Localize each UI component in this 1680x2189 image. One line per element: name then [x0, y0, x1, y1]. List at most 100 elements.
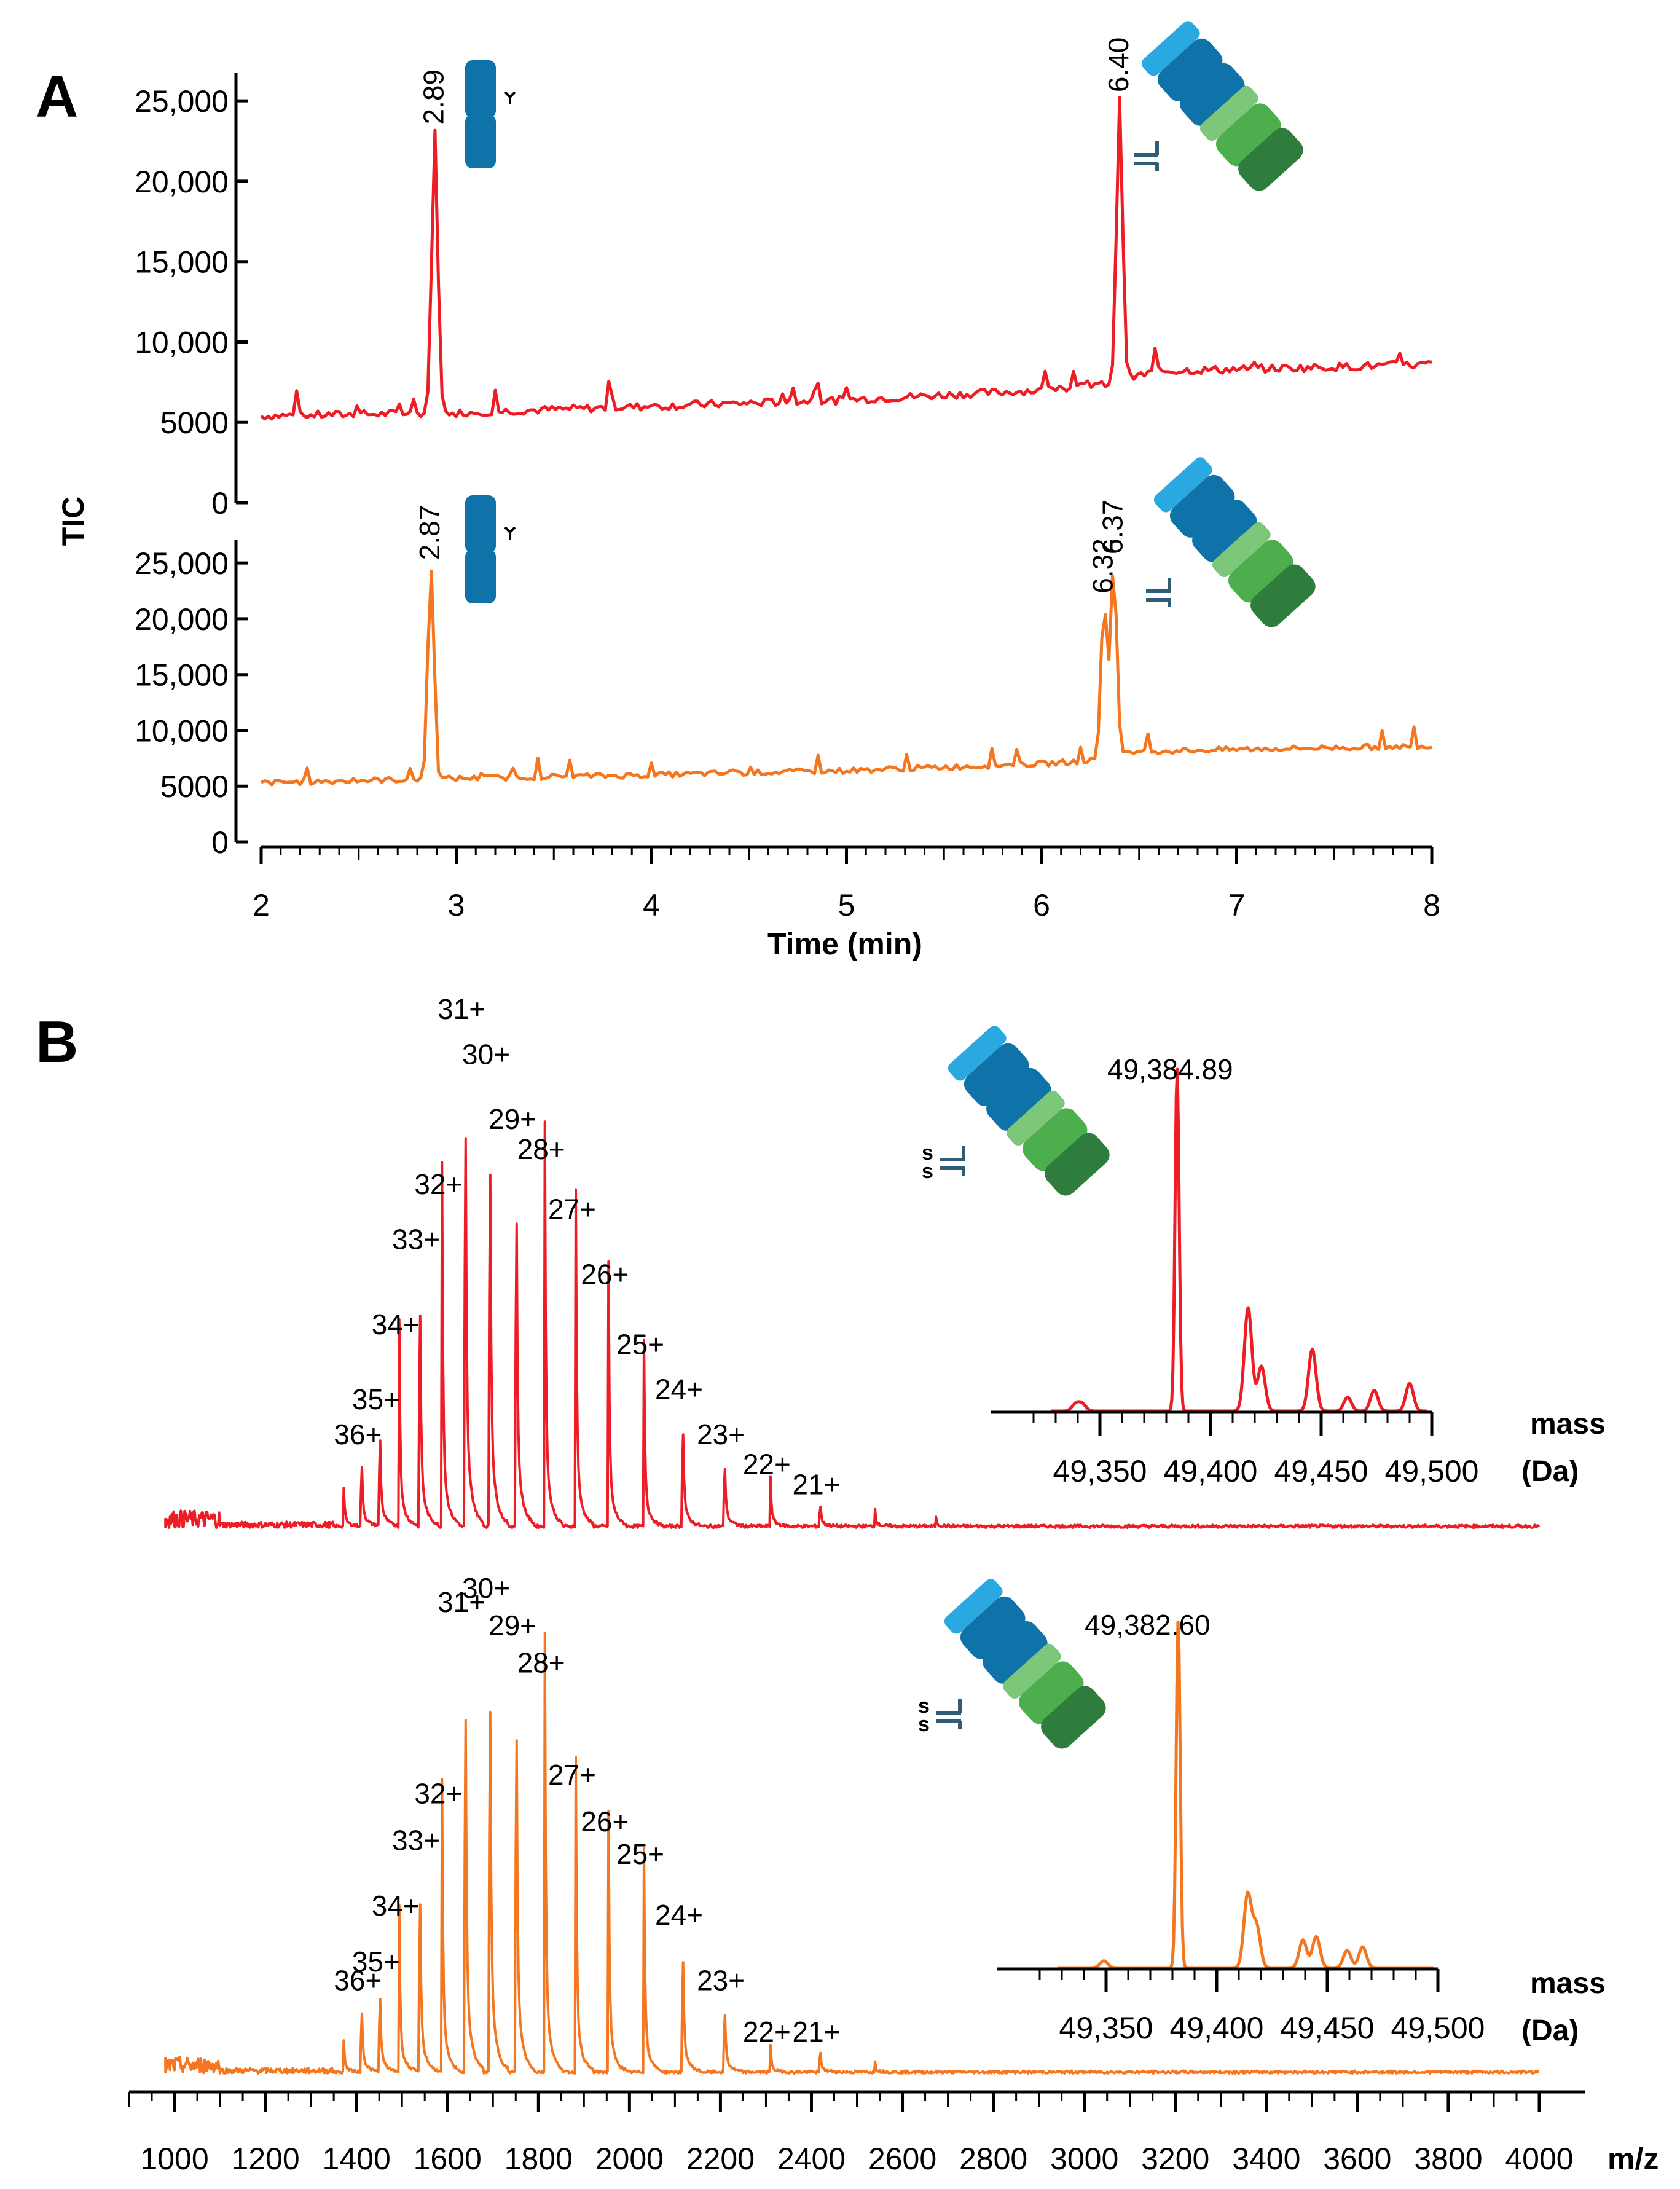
charge-state-label: 27+	[548, 1759, 596, 1791]
ms-red-plot: 36+35+ 34+ 33+ 32+ 31+ 30+ 29+28+ 27+ 26+ 25+ 24+ 2…	[164, 993, 1541, 1529]
mz-tick-label: 1800	[504, 2142, 573, 2176]
y-tick-label: 25,000	[135, 546, 229, 581]
fab-icon	[1134, 21, 1303, 191]
y-tick-label: 20,000	[135, 165, 229, 199]
panel-a: A TIC 0 5000 10,000 15,000 20,000 25,000 2.89…	[36, 21, 1440, 961]
charge-state-label: 29+	[489, 1609, 536, 1641]
svg-text:s: s	[918, 1694, 930, 1718]
inset-tick-label: 49,450	[1274, 1454, 1368, 1488]
deconv-red-inset: 49,350 49,400 49,450 49,500 49,384.89 mass …	[922, 1026, 1606, 1488]
rt-peak-label: 6.32	[1087, 538, 1119, 594]
charge-state-label: 34+	[372, 1890, 420, 1922]
time-tick-label: 3	[448, 888, 465, 922]
mz-tick-label: 1400	[323, 2142, 391, 2176]
charge-state-label: 21+	[793, 2016, 841, 2048]
charge-state-label: 33+	[392, 1223, 440, 1255]
inset-tick-label: 49,350	[1053, 1454, 1147, 1488]
deconv-red-mass-label: 49,384.89	[1107, 1053, 1233, 1085]
deconv-orange-mass-label: 49,382.60	[1085, 1609, 1211, 1641]
mz-tick-label: 1200	[231, 2142, 299, 2176]
mz-axis: 1000 1200 1400 1600 1800 2000 2200 2400 2600 2800…	[128, 2090, 1658, 2176]
inset-unit: (Da)	[1521, 1455, 1579, 1488]
y-tick-label: 0	[211, 825, 229, 860]
charge-state-label: 22+	[743, 2016, 791, 2048]
charge-state-label: 28+	[517, 1647, 565, 1679]
charge-state-label: 35+	[352, 1383, 400, 1415]
mz-tick-label: 2400	[777, 2142, 846, 2176]
charge-state-label: 31+	[438, 993, 485, 1025]
mz-tick-label: 2800	[959, 2142, 1027, 2176]
mz-tick-label: 3400	[1232, 2142, 1300, 2176]
time-tick-label: 6	[1033, 888, 1050, 922]
charge-state-label: 24+	[655, 1899, 703, 1931]
y-tick-label: 25,000	[135, 84, 229, 119]
y-axis-label: TIC	[56, 497, 90, 546]
tic-orange-trace	[260, 569, 1432, 787]
panel-b: B 36+35+34+33+32+31+30+29+28+27+26+25+24…	[36, 993, 1658, 2176]
panel-b-label: B	[36, 1009, 78, 1075]
time-axis: 2 3 4 5 6 7 8 Time (min)	[253, 845, 1440, 961]
rt-peak-label: 6.40	[1102, 37, 1134, 93]
inset-xlabel: mass	[1530, 1967, 1606, 2000]
rt-peak-label: 2.87	[414, 505, 446, 560]
time-tick-label: 2	[253, 888, 270, 922]
charge-state-label: 27+	[548, 1193, 596, 1225]
svg-text:s: s	[922, 1160, 933, 1183]
ms-red-trace	[164, 1120, 1541, 1529]
charge-state-label: 32+	[414, 1777, 462, 1809]
charge-state-label: 24+	[655, 1374, 703, 1405]
mz-tick-label: 3200	[1141, 2142, 1209, 2176]
time-tick-label: 8	[1423, 888, 1440, 922]
charge-state-label: 29+	[489, 1103, 536, 1135]
y-tick-label: 20,000	[135, 602, 229, 637]
charge-state-label: 23+	[697, 1418, 745, 1450]
tic-red-trace	[260, 96, 1432, 421]
charge-state-label: 26+	[581, 1258, 629, 1290]
y-tick-label: 15,000	[135, 658, 229, 693]
y-tick-label: 10,000	[135, 325, 229, 360]
charge-state-label: 25+	[616, 1838, 664, 1870]
charge-state-label: 31+	[438, 1586, 485, 1618]
deconv-red-trace	[1051, 1067, 1428, 1413]
fab-ss-icon: s s	[918, 1579, 1106, 1749]
inset-tick-label: 49,350	[1059, 2011, 1153, 2045]
svg-text:s: s	[922, 1141, 933, 1165]
time-tick-label: 4	[643, 888, 660, 922]
charge-state-label: 22+	[743, 1448, 791, 1480]
inset-tick-label: 49,400	[1164, 1454, 1258, 1488]
charge-state-label: 21+	[793, 1468, 841, 1500]
y-tick-label: 5000	[160, 406, 229, 440]
ms-orange-plot: 36+35+ 34+ 33+ 32+ 31+30+ 29+ 28+ 27+ 26+25+ 24+ 2…	[164, 1572, 1540, 2075]
mz-tick-label: 3600	[1323, 2142, 1391, 2176]
fab-icon	[1146, 457, 1316, 627]
mz-tick-label: 2000	[595, 2142, 664, 2176]
charge-state-label: 36+	[334, 1418, 382, 1450]
tic-orange-plot: 0 5000 10,000 15,000 20,000 25,000 2.87 6.326.…	[135, 457, 1432, 860]
charge-state-label: 30+	[462, 1572, 510, 1604]
y-tick-label: 5000	[160, 769, 229, 804]
mz-tick-label: 2200	[686, 2142, 755, 2176]
rt-peak-label: 6.37	[1096, 500, 1128, 555]
fc-icon	[465, 495, 516, 603]
charge-state-label: 34+	[372, 1308, 420, 1340]
charge-state-label: 32+	[414, 1168, 462, 1200]
inset-xlabel: mass	[1530, 1408, 1606, 1440]
inset-unit: (Da)	[1521, 2014, 1579, 2047]
rt-peak-label: 2.89	[418, 69, 450, 125]
charge-state-label: 25+	[616, 1328, 664, 1360]
mz-tick-label: 2600	[868, 2142, 936, 2176]
inset-tick-label: 49,450	[1281, 2011, 1375, 2045]
mz-tick-label: 3800	[1414, 2142, 1482, 2176]
x-axis-label: Time (min)	[767, 927, 922, 961]
tic-red-plot: 0 5000 10,000 15,000 20,000 25,000 2.89 6.40	[135, 21, 1432, 521]
inset-tick-label: 49,400	[1170, 2011, 1264, 2045]
mz-tick-label: 4000	[1505, 2142, 1573, 2176]
fab-ss-icon: s s	[922, 1026, 1110, 1196]
panel-a-label: A	[36, 64, 78, 130]
charge-state-label: 33+	[392, 1824, 440, 1856]
y-tick-label: 0	[211, 486, 229, 521]
mz-tick-label: 3000	[1050, 2142, 1118, 2176]
charge-state-label: 28+	[517, 1133, 565, 1165]
time-tick-label: 5	[838, 888, 855, 922]
